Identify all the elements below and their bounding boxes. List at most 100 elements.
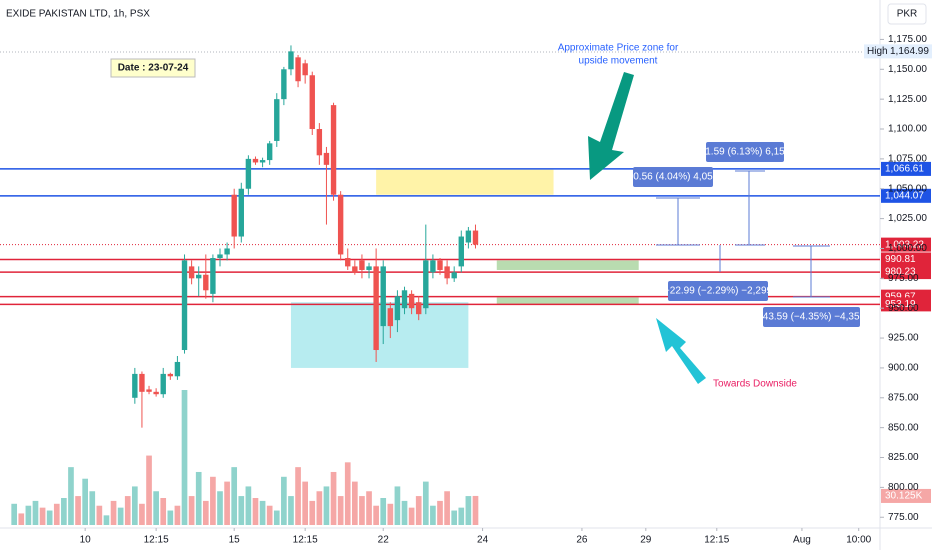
- symbol-title: EXIDE PAKISTAN LTD, 1h, PSX: [6, 9, 150, 20]
- measures: [656, 170, 830, 298]
- candle-body: [465, 230, 472, 243]
- upside-note: Approximate Price zone for: [558, 43, 679, 54]
- measure-label: 61.59 (6.13%) 6,159: [700, 147, 791, 158]
- x-tick-label: 29: [640, 535, 652, 546]
- zone: [496, 297, 639, 305]
- candles: [132, 45, 479, 428]
- zone: [290, 302, 469, 368]
- price-tag-label: 953.19: [885, 299, 916, 310]
- volume-bar: [25, 505, 32, 525]
- volume-bar: [53, 503, 60, 525]
- candle-body: [408, 293, 415, 309]
- y-tick-label: 775.00: [888, 512, 919, 523]
- volume-bar: [373, 505, 379, 525]
- candle-body: [259, 160, 266, 163]
- candle-body: [416, 302, 422, 315]
- volume-bar: [174, 505, 181, 525]
- volume-bar: [188, 496, 195, 525]
- y-tick-label: 1,075.00: [888, 154, 927, 165]
- price-tag-label: 1,066.61: [885, 164, 924, 175]
- volume-bar: [224, 481, 230, 525]
- volume-bar: [132, 486, 138, 525]
- volume-bar: [380, 498, 387, 525]
- candle-body: [309, 75, 315, 130]
- volume-bar: [430, 505, 436, 525]
- x-tick-label: 12:15: [144, 535, 169, 546]
- volume-bar: [302, 481, 308, 525]
- candle-body: [316, 129, 323, 156]
- candle-body: [444, 266, 450, 279]
- candle-body: [188, 266, 195, 279]
- candle-body: [231, 194, 237, 237]
- x-tick-label: 10: [80, 535, 92, 546]
- candle-body: [458, 236, 464, 267]
- volume-bar: [309, 500, 316, 525]
- candle-body: [139, 373, 145, 392]
- y-tick-label: 975.00: [888, 273, 919, 284]
- candle-body: [181, 260, 188, 351]
- candle-body: [472, 230, 479, 245]
- x-tick-label: 24: [477, 535, 489, 546]
- candle-body: [266, 143, 273, 161]
- candle-body: [451, 272, 457, 279]
- candle-body: [323, 152, 330, 165]
- downside-note: Towards Downside: [713, 379, 797, 390]
- volume-bar: [139, 503, 145, 525]
- volume-bar: [160, 498, 167, 525]
- price-tag-label: 1,003.22: [885, 239, 924, 250]
- candle-body: [160, 373, 166, 395]
- candle-body: [380, 266, 386, 327]
- candle-body: [387, 308, 394, 327]
- volume-bar: [202, 500, 209, 525]
- price-tag: [881, 252, 931, 267]
- x-tick-label: 26: [576, 535, 588, 546]
- price-tag: [881, 265, 931, 280]
- candle-body: [132, 373, 138, 398]
- candle-body: [153, 391, 159, 395]
- volume-bar: [75, 496, 81, 525]
- volume-bar: [337, 496, 344, 525]
- candle-body: [373, 266, 379, 351]
- volume-tag-label: 30.125K: [885, 491, 923, 502]
- candle-body: [146, 389, 152, 392]
- volume-bar: [344, 462, 351, 525]
- currency-box[interactable]: [887, 3, 927, 25]
- price-tag-label: 959.67: [885, 291, 916, 302]
- y-tick-label: 1,025.00: [888, 213, 927, 224]
- volume-bar: [415, 496, 422, 525]
- candle-body: [394, 296, 401, 321]
- x-tick-label: 10:00: [846, 535, 871, 546]
- candle-body: [430, 260, 436, 273]
- volume-bar: [259, 500, 266, 525]
- date-note: Date : 23-07-24: [118, 63, 189, 74]
- volume-bar: [146, 455, 152, 525]
- volume-bar: [11, 503, 18, 525]
- volume-bar: [266, 505, 273, 525]
- volume-bar: [359, 496, 365, 525]
- measure-label: 40.56 (4.04%) 4,056: [628, 172, 719, 183]
- y-tick-label: 1,000.00: [888, 243, 927, 254]
- volume-tag: [881, 488, 931, 503]
- y-tick-label: 800.00: [888, 482, 919, 493]
- candle-body: [423, 260, 429, 309]
- volume-bar: [195, 471, 202, 525]
- measure-box: [706, 142, 784, 162]
- candle-body: [196, 274, 202, 279]
- x-tick-label: 22: [378, 535, 390, 546]
- volume: 30.125K: [11, 390, 931, 525]
- y-tick-label: 900.00: [888, 363, 919, 374]
- candle-body: [167, 373, 174, 377]
- candle-body: [217, 254, 223, 259]
- x-tick-label: 15: [229, 535, 241, 546]
- date-box: [110, 58, 196, 78]
- down-arrow: [656, 318, 706, 384]
- volume-bar: [117, 507, 124, 525]
- volume-bar: [238, 496, 245, 525]
- volume-bar: [110, 500, 117, 525]
- volume-bar: [451, 510, 458, 525]
- volume-bar: [32, 500, 39, 525]
- volume-bar: [82, 478, 88, 525]
- volume-bar: [295, 467, 301, 525]
- volume-bar: [465, 496, 472, 525]
